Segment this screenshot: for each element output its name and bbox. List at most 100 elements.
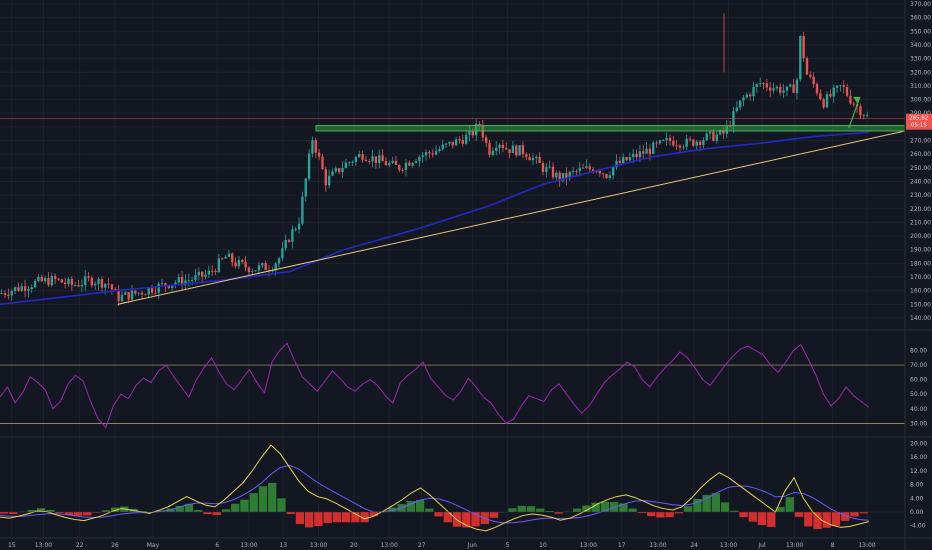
price-pane[interactable] <box>0 13 906 306</box>
macd-histogram-bar <box>55 512 64 514</box>
candle-body <box>231 253 234 263</box>
candle-body <box>364 159 368 162</box>
macd-line[interactable] <box>0 444 869 532</box>
time-tick-label: Jun <box>467 542 478 549</box>
macd-histogram-bar <box>545 510 554 512</box>
candle-body <box>528 156 531 161</box>
candle-body <box>735 107 738 112</box>
price-axis[interactable]: 370.00 360.00 350.00 340.00 330.00 320.00 310.… <box>906 1 932 530</box>
candle-body <box>762 83 765 84</box>
candle-body <box>94 283 97 286</box>
candle-body <box>341 168 344 173</box>
rsi-line[interactable] <box>0 342 870 429</box>
candle-body <box>97 279 100 284</box>
macd-tick-label: 4.00 <box>910 495 924 502</box>
time-tick-label: 8 <box>831 542 835 549</box>
time-tick-label: 5 <box>506 542 510 549</box>
candle-body <box>274 263 277 271</box>
macd-histogram-bar <box>212 512 221 516</box>
macd-histogram-bar <box>360 512 369 523</box>
candle-body <box>722 129 725 134</box>
candle-body <box>281 248 284 259</box>
candle-body <box>124 292 127 295</box>
candle-body <box>211 270 214 272</box>
macd-histogram-bar <box>628 508 637 512</box>
candle-body <box>114 289 117 291</box>
candle-body <box>234 262 237 267</box>
candle-body <box>247 267 251 273</box>
candle-body <box>381 155 384 162</box>
support-zone[interactable] <box>315 125 906 132</box>
candle-body <box>782 90 785 93</box>
candle-body <box>545 167 548 172</box>
macd-histogram-bar <box>203 512 212 515</box>
candle-body <box>839 85 842 86</box>
macd-histogram-bar <box>637 512 647 514</box>
candle-body <box>625 157 628 161</box>
candle-body <box>809 74 812 77</box>
candle-body <box>87 276 90 278</box>
macd-histogram-bar <box>730 510 739 512</box>
candle-body <box>775 86 779 89</box>
time-tick-label: 13:00 <box>649 542 666 549</box>
candle-body <box>458 139 461 141</box>
macd-histogram-bar <box>526 506 536 512</box>
macd-pane[interactable] <box>0 444 905 532</box>
candle-body <box>708 131 712 134</box>
rsi-pane[interactable] <box>0 342 905 429</box>
macd-histogram-bar <box>767 512 776 528</box>
time-axis[interactable]: 15 13:00 22 26 May 6 13:00 13 13:00 20 13:00 27 Jun 5… <box>8 542 876 549</box>
candle-body <box>388 163 391 166</box>
candle-body <box>74 284 77 286</box>
candle-body <box>655 142 658 144</box>
candle-body <box>561 172 565 181</box>
candle-body <box>70 279 74 286</box>
candle-body <box>264 263 267 271</box>
candle-body <box>140 292 144 295</box>
macd-histogram-bar <box>748 512 757 522</box>
time-tick-label: 13:00 <box>720 542 737 549</box>
candle-body <box>745 94 749 98</box>
candle-body <box>84 276 87 285</box>
price-tick-label: 200.00 <box>910 233 931 240</box>
candle-body <box>421 155 424 157</box>
candle-body <box>615 160 618 168</box>
macd-histogram-bar <box>138 510 147 512</box>
candle-body <box>23 286 27 291</box>
ascending-trendline[interactable] <box>117 130 906 305</box>
candle-body <box>779 86 782 93</box>
candle-body <box>829 94 832 97</box>
macd-histogram-bar <box>600 501 610 512</box>
macd-histogram-bar <box>573 508 582 512</box>
target-arrow-line[interactable] <box>848 96 861 129</box>
candle-body <box>585 166 588 168</box>
macd-histogram-bar <box>36 508 46 512</box>
macd-tick-label: 16.00 <box>910 454 927 461</box>
candle-body <box>688 138 692 140</box>
candle-body <box>568 171 571 179</box>
candle-body <box>378 155 381 164</box>
candle-body <box>862 115 865 117</box>
candle-body <box>334 168 337 172</box>
candle-body <box>738 100 742 108</box>
time-tick-label: 20 <box>350 542 358 549</box>
candle-body <box>217 258 221 272</box>
candle-body <box>184 280 187 286</box>
macd-histogram-bar <box>646 512 656 517</box>
candle-body <box>351 161 354 163</box>
candle-body <box>601 173 605 175</box>
candle-body <box>685 138 688 147</box>
candle-body <box>648 148 652 154</box>
macd-histogram-bar <box>73 512 83 516</box>
price-tick-label: 260.00 <box>910 151 931 158</box>
candle-body <box>678 145 682 148</box>
candle-body <box>815 84 819 94</box>
macd-histogram-bar <box>341 512 351 523</box>
candle-body <box>291 229 294 242</box>
candle-body <box>505 148 508 150</box>
macd-tick-label: 20.00 <box>910 440 927 447</box>
candle-body <box>658 140 662 144</box>
candle-body <box>301 196 304 224</box>
candle-body <box>645 148 648 154</box>
